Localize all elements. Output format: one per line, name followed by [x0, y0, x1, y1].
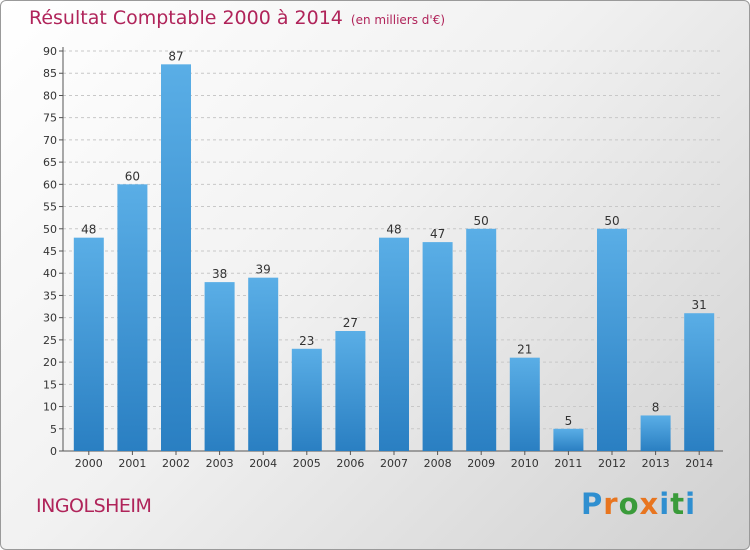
bar-2005: [291, 348, 322, 451]
x-tick-label: 2011: [554, 457, 582, 470]
bar-2014: [684, 313, 715, 451]
y-tick-label: 70: [43, 134, 57, 147]
bar-2001: [117, 184, 148, 452]
value-label: 39: [256, 263, 271, 277]
bar-2003: [204, 282, 235, 451]
y-tick-label: 40: [43, 267, 57, 280]
y-tick-label: 50: [43, 223, 57, 236]
y-tick-label: 60: [43, 178, 57, 191]
x-tick-label: 2013: [642, 457, 670, 470]
bar-2006: [335, 331, 366, 451]
value-label: 48: [386, 223, 401, 237]
x-tick-label: 2007: [380, 457, 408, 470]
value-label: 60: [125, 169, 140, 183]
x-tick-label: 2012: [598, 457, 626, 470]
bar-2010: [509, 357, 540, 451]
value-label: 87: [168, 49, 183, 63]
value-label: 5: [565, 414, 573, 428]
bar-2008: [422, 242, 453, 451]
y-tick-label: 0: [50, 445, 57, 458]
bars: [73, 64, 715, 452]
bar-2004: [248, 277, 279, 451]
y-tick-label: 45: [43, 245, 57, 258]
proxiti-logo: Proxiti: [581, 487, 697, 521]
value-label: 38: [212, 267, 227, 281]
y-tick-label: 20: [43, 356, 57, 369]
y-tick-label: 35: [43, 289, 57, 302]
bar-2009: [466, 228, 497, 451]
value-label: 31: [692, 298, 707, 312]
y-tick-label: 80: [43, 89, 57, 102]
x-tick-label: 2009: [467, 457, 495, 470]
y-tick-label: 30: [43, 312, 57, 325]
value-label: 21: [517, 343, 532, 357]
x-tick-label: 2008: [424, 457, 452, 470]
y-tick-label: 15: [43, 378, 57, 391]
x-tick-label: 2006: [336, 457, 364, 470]
value-label: 8: [652, 400, 660, 414]
x-tick-label: 2010: [511, 457, 539, 470]
value-label: 50: [604, 214, 619, 228]
y-tick-label: 10: [43, 401, 57, 414]
value-label: 50: [474, 214, 489, 228]
x-tick-label: 2003: [206, 457, 234, 470]
x-tick-label: 2000: [75, 457, 103, 470]
place-name: INGOLSHEIM: [36, 495, 152, 517]
y-tick-label: 85: [43, 67, 57, 80]
chart-title: Résultat Comptable 2000 à 2014 (en millie…: [29, 7, 445, 29]
chart-title-text: Résultat Comptable 2000 à 2014: [29, 7, 343, 29]
bar-2002: [161, 64, 191, 452]
x-tick-label: 2001: [118, 457, 146, 470]
bar-2000: [73, 237, 104, 451]
bar-2007: [379, 237, 409, 451]
x-tick-label: 2002: [162, 457, 190, 470]
y-tick-label: 75: [43, 112, 57, 125]
value-label: 47: [430, 227, 445, 241]
y-tick-label: 25: [43, 334, 57, 347]
x-tick-label: 2004: [249, 457, 277, 470]
value-label: 23: [299, 334, 314, 348]
y-tick-label: 5: [50, 423, 57, 436]
value-labels: 48 60 87 38 39 23 27 48 47 50 21 5 50 8 31: [81, 49, 707, 427]
y-tick-label: 65: [43, 156, 57, 169]
x-tick-label: 2014: [685, 457, 713, 470]
chart-subtitle: (en milliers d'€): [350, 13, 446, 27]
bar-2011: [553, 428, 584, 451]
x-tick-label: 2005: [293, 457, 321, 470]
y-tick-label: 90: [43, 45, 57, 58]
bar-2013: [640, 415, 671, 451]
value-label: 48: [81, 223, 96, 237]
value-label: 27: [343, 316, 358, 330]
bar-2012: [597, 228, 627, 451]
y-tick-label: 55: [43, 201, 57, 214]
